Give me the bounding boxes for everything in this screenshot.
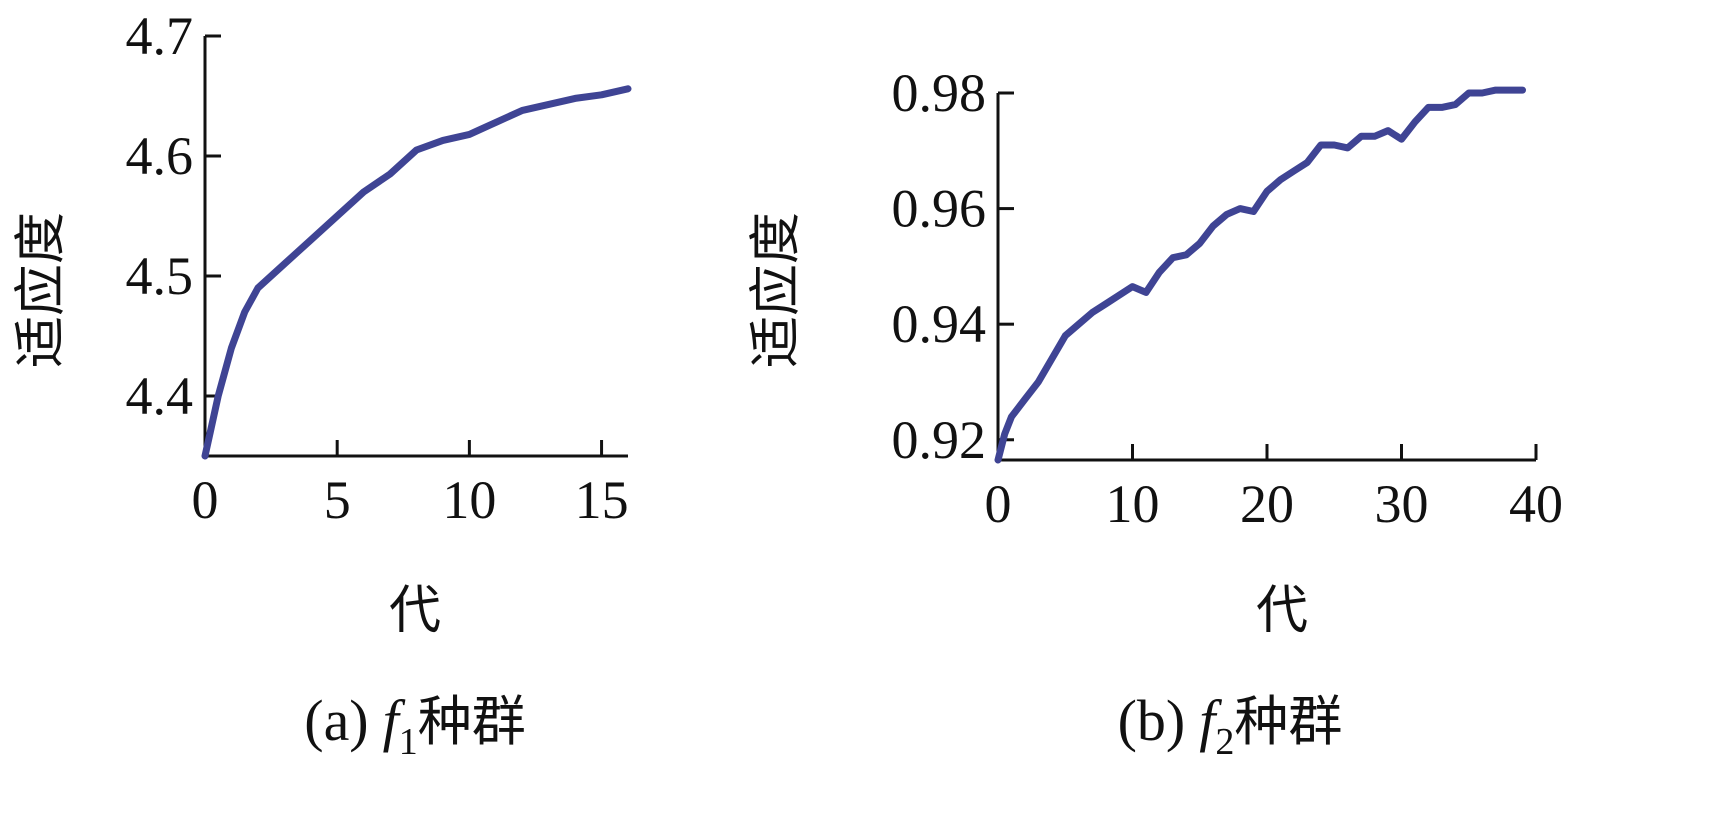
- panel-label: (b): [1118, 688, 1186, 753]
- y-tick-label: 4.4: [126, 366, 194, 426]
- y-axis-title: 适应度: [12, 212, 72, 368]
- panel-label: (a): [304, 688, 368, 753]
- x-axis-title: 代: [389, 581, 441, 641]
- y-tick-label: 0.96: [892, 179, 987, 239]
- y-tick-label: 0.92: [892, 410, 987, 470]
- x-tick-label: 10: [442, 470, 496, 530]
- y-tick-label: 4.5: [126, 246, 194, 306]
- caption-subscript: 2: [1215, 721, 1234, 763]
- y-axis-title: 适应度: [747, 212, 807, 368]
- x-tick-label: 5: [324, 470, 351, 530]
- series-line: [201, 85, 632, 460]
- x-tick-label: 10: [1106, 474, 1160, 534]
- caption-text: 种群: [418, 690, 526, 753]
- x-tick-label: 40: [1509, 474, 1563, 534]
- x-tick-label: 15: [575, 470, 629, 530]
- y-tick-label: 4.6: [126, 126, 194, 186]
- x-tick-label: 30: [1375, 474, 1429, 534]
- x-axis-title: 代: [1256, 581, 1308, 641]
- y-tick-label: 4.7: [126, 6, 194, 66]
- y-tick-label: 0.98: [892, 63, 987, 123]
- caption-text: 种群: [1234, 690, 1342, 753]
- x-tick-label: 20: [1240, 474, 1294, 534]
- panel-caption: (a) f1种群: [304, 688, 526, 763]
- caption-subscript: 1: [399, 721, 418, 763]
- x-tick-label: 0: [985, 474, 1012, 534]
- series-line: [994, 86, 1526, 464]
- y-tick-label: 0.94: [892, 294, 987, 354]
- panel-caption: (b) f2种群: [1118, 688, 1343, 763]
- x-tick-label: 0: [192, 470, 219, 530]
